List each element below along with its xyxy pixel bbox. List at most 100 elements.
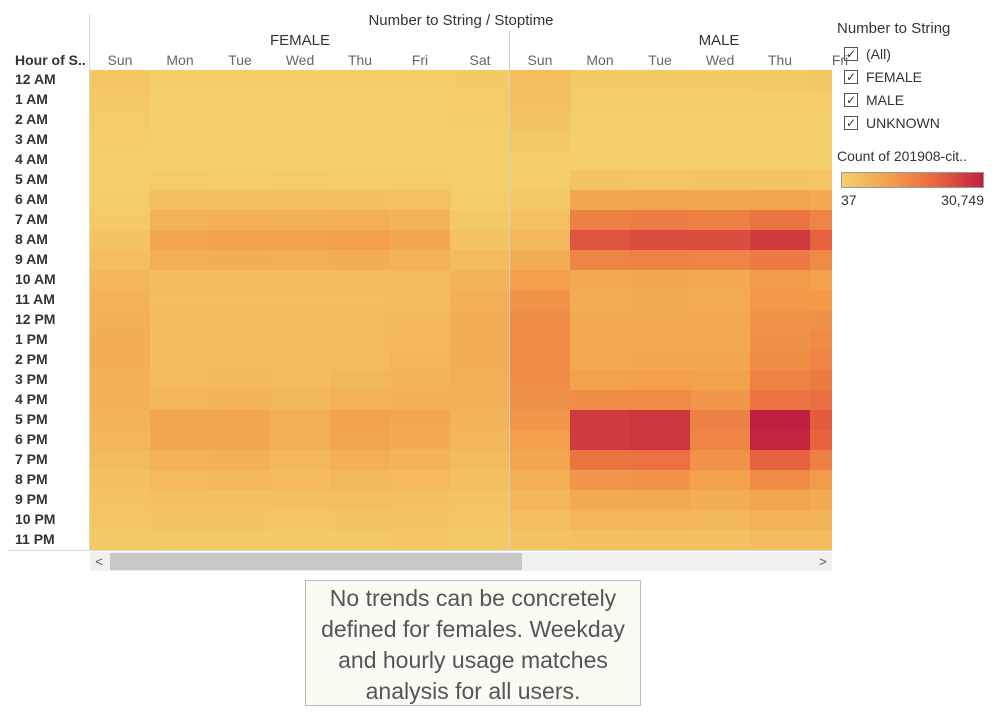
heatmap-cell[interactable] bbox=[90, 290, 150, 310]
heatmap-cell[interactable] bbox=[630, 410, 690, 430]
heatmap-cell[interactable] bbox=[450, 430, 510, 450]
heatmap-cell[interactable] bbox=[570, 190, 630, 210]
heatmap-cell[interactable] bbox=[750, 270, 810, 290]
heatmap-cell[interactable] bbox=[210, 330, 270, 350]
heatmap-cell[interactable] bbox=[810, 530, 832, 550]
heatmap-cell[interactable] bbox=[150, 110, 210, 130]
heatmap-cell[interactable] bbox=[450, 270, 510, 290]
heatmap-cell[interactable] bbox=[330, 530, 390, 550]
heatmap-cell[interactable] bbox=[450, 450, 510, 470]
heatmap-cell[interactable] bbox=[510, 330, 570, 350]
heatmap-cell[interactable] bbox=[270, 510, 330, 530]
heatmap-cell[interactable] bbox=[270, 170, 330, 190]
heatmap-cell[interactable] bbox=[510, 390, 570, 410]
heatmap-cell[interactable] bbox=[570, 210, 630, 230]
heatmap-cell[interactable] bbox=[510, 270, 570, 290]
legend-item-male[interactable]: ✓ MALE bbox=[844, 90, 904, 110]
heatmap-cell[interactable] bbox=[270, 110, 330, 130]
heatmap-cell[interactable] bbox=[270, 250, 330, 270]
heatmap-cell[interactable] bbox=[390, 290, 450, 310]
heatmap-cell[interactable] bbox=[90, 110, 150, 130]
heatmap-cell[interactable] bbox=[390, 110, 450, 130]
heatmap-cell[interactable] bbox=[330, 370, 390, 390]
heatmap-cell[interactable] bbox=[750, 290, 810, 310]
heatmap-cell[interactable] bbox=[690, 510, 750, 530]
heatmap-cell[interactable] bbox=[510, 350, 570, 370]
heatmap-cell[interactable] bbox=[630, 530, 690, 550]
heatmap-cell[interactable] bbox=[750, 130, 810, 150]
heatmap-cell[interactable] bbox=[90, 130, 150, 150]
heatmap-cell[interactable] bbox=[750, 90, 810, 110]
heatmap-cell[interactable] bbox=[630, 330, 690, 350]
heatmap-cell[interactable] bbox=[810, 350, 832, 370]
heatmap-cell[interactable] bbox=[390, 210, 450, 230]
heatmap-cell[interactable] bbox=[90, 190, 150, 210]
heatmap-cell[interactable] bbox=[690, 470, 750, 490]
heatmap-cell[interactable] bbox=[450, 310, 510, 330]
heatmap-cell[interactable] bbox=[810, 270, 832, 290]
legend-item-female[interactable]: ✓ FEMALE bbox=[844, 67, 922, 87]
heatmap-cell[interactable] bbox=[90, 350, 150, 370]
heatmap-cell[interactable] bbox=[630, 150, 690, 170]
scroll-thumb[interactable] bbox=[110, 553, 522, 570]
heatmap-cell[interactable] bbox=[450, 170, 510, 190]
heatmap-cell[interactable] bbox=[270, 150, 330, 170]
heatmap-cell[interactable] bbox=[510, 170, 570, 190]
heatmap-cell[interactable] bbox=[810, 330, 832, 350]
heatmap-cell[interactable] bbox=[690, 430, 750, 450]
heatmap-cell[interactable] bbox=[810, 290, 832, 310]
heatmap-cell[interactable] bbox=[750, 230, 810, 250]
heatmap-cell[interactable] bbox=[90, 390, 150, 410]
heatmap-cell[interactable] bbox=[150, 530, 210, 550]
heatmap-cell[interactable] bbox=[90, 450, 150, 470]
heatmap-cell[interactable] bbox=[750, 110, 810, 130]
heatmap-cell[interactable] bbox=[210, 210, 270, 230]
heatmap-cell[interactable] bbox=[750, 430, 810, 450]
heatmap-cell[interactable] bbox=[150, 370, 210, 390]
heatmap-cell[interactable] bbox=[150, 330, 210, 350]
heatmap-cell[interactable] bbox=[210, 170, 270, 190]
checkbox-checked-icon[interactable]: ✓ bbox=[844, 47, 858, 61]
heatmap-cell[interactable] bbox=[210, 470, 270, 490]
heatmap-cell[interactable] bbox=[450, 150, 510, 170]
heatmap-cell[interactable] bbox=[150, 190, 210, 210]
heatmap-cell[interactable] bbox=[690, 530, 750, 550]
heatmap-cell[interactable] bbox=[390, 170, 450, 190]
heatmap-cell[interactable] bbox=[570, 170, 630, 190]
heatmap-cell[interactable] bbox=[570, 310, 630, 330]
heatmap-cell[interactable] bbox=[690, 390, 750, 410]
heatmap-cell[interactable] bbox=[810, 230, 832, 250]
heatmap-cell[interactable] bbox=[510, 250, 570, 270]
heatmap-cell[interactable] bbox=[270, 310, 330, 330]
heatmap-cell[interactable] bbox=[450, 470, 510, 490]
heatmap-cell[interactable] bbox=[510, 450, 570, 470]
heatmap-cell[interactable] bbox=[330, 350, 390, 370]
heatmap-cell[interactable] bbox=[150, 510, 210, 530]
heatmap-cell[interactable] bbox=[570, 150, 630, 170]
heatmap-cell[interactable] bbox=[630, 170, 690, 190]
heatmap-cell[interactable] bbox=[750, 390, 810, 410]
heatmap-cell[interactable] bbox=[450, 330, 510, 350]
heatmap-cell[interactable] bbox=[570, 290, 630, 310]
heatmap-cell[interactable] bbox=[690, 210, 750, 230]
heatmap-cell[interactable] bbox=[270, 470, 330, 490]
heatmap-cell[interactable] bbox=[510, 70, 570, 90]
heatmap-cell[interactable] bbox=[270, 70, 330, 90]
heatmap-cell[interactable] bbox=[390, 270, 450, 290]
heatmap-cell[interactable] bbox=[150, 430, 210, 450]
heatmap-cell[interactable] bbox=[630, 190, 690, 210]
heatmap-cell[interactable] bbox=[450, 230, 510, 250]
heatmap-cell[interactable] bbox=[210, 90, 270, 110]
heatmap-cell[interactable] bbox=[450, 390, 510, 410]
heatmap-cell[interactable] bbox=[90, 430, 150, 450]
heatmap-cell[interactable] bbox=[570, 390, 630, 410]
heatmap-cell[interactable] bbox=[330, 170, 390, 190]
heatmap-cell[interactable] bbox=[390, 430, 450, 450]
heatmap-cell[interactable] bbox=[330, 130, 390, 150]
heatmap-cell[interactable] bbox=[390, 510, 450, 530]
heatmap-plot[interactable] bbox=[90, 70, 832, 550]
heatmap-cell[interactable] bbox=[510, 530, 570, 550]
heatmap-cell[interactable] bbox=[210, 530, 270, 550]
heatmap-cell[interactable] bbox=[210, 130, 270, 150]
heatmap-cell[interactable] bbox=[690, 270, 750, 290]
